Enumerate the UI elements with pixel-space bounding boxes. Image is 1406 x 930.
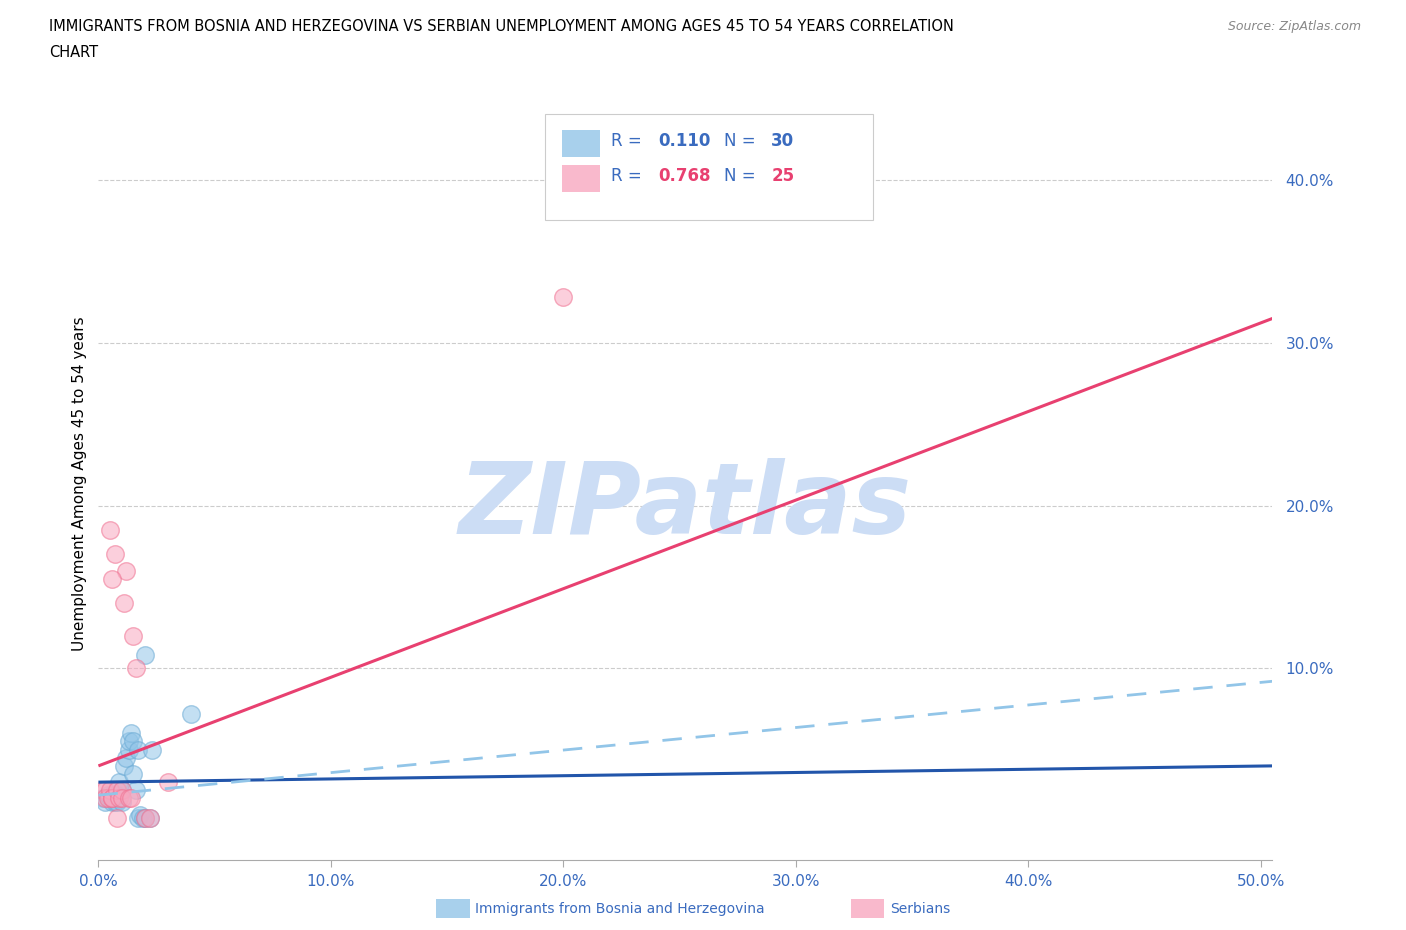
Point <box>97 788 120 803</box>
Point <box>105 811 128 826</box>
Point <box>120 726 142 741</box>
Point <box>115 564 138 578</box>
Point <box>105 794 128 809</box>
Point <box>94 794 117 809</box>
Point <box>138 811 160 826</box>
Text: R =: R = <box>612 167 647 185</box>
Point <box>131 811 153 826</box>
Point <box>157 775 180 790</box>
Point <box>134 811 156 826</box>
Point <box>115 751 138 765</box>
Point <box>124 661 146 676</box>
Point <box>117 734 139 749</box>
Point <box>180 707 202 722</box>
Point <box>141 742 163 757</box>
Point <box>117 742 139 757</box>
Point <box>127 742 149 757</box>
Text: N =: N = <box>724 167 761 185</box>
Point <box>120 791 142 806</box>
Text: 0.110: 0.110 <box>658 132 711 150</box>
Point <box>98 523 121 538</box>
Point <box>108 775 131 790</box>
Point <box>101 791 124 806</box>
Text: 25: 25 <box>770 167 794 185</box>
Point <box>124 783 146 798</box>
Point <box>111 783 134 798</box>
Point <box>112 596 135 611</box>
Point <box>108 791 131 806</box>
Text: CHART: CHART <box>49 45 98 60</box>
Point <box>122 734 145 749</box>
Text: IMMIGRANTS FROM BOSNIA AND HERZEGOVINA VS SERBIAN UNEMPLOYMENT AMONG AGES 45 TO : IMMIGRANTS FROM BOSNIA AND HERZEGOVINA V… <box>49 19 955 33</box>
Point <box>117 791 139 806</box>
Point <box>129 807 152 822</box>
Point <box>91 791 114 806</box>
Point <box>127 811 149 826</box>
Text: ZIPatlas: ZIPatlas <box>458 458 912 554</box>
Point <box>134 648 156 663</box>
Point <box>97 791 120 806</box>
FancyBboxPatch shape <box>562 130 600 157</box>
Point <box>111 783 134 798</box>
Point <box>101 791 124 806</box>
Point <box>101 788 124 803</box>
Point <box>553 290 575 305</box>
Text: 0.768: 0.768 <box>658 167 711 185</box>
Point <box>98 791 121 806</box>
Point <box>111 791 134 806</box>
Text: Serbians: Serbians <box>890 901 950 916</box>
Text: 30: 30 <box>770 132 794 150</box>
Point <box>104 547 127 562</box>
Point <box>122 629 145 644</box>
Point <box>101 571 124 586</box>
Point <box>104 791 127 806</box>
Point <box>105 783 128 798</box>
Point <box>105 788 128 803</box>
Y-axis label: Unemployment Among Ages 45 to 54 years: Unemployment Among Ages 45 to 54 years <box>72 316 87 651</box>
Text: Source: ZipAtlas.com: Source: ZipAtlas.com <box>1227 20 1361 33</box>
FancyBboxPatch shape <box>544 114 873 220</box>
Point <box>122 766 145 781</box>
Point <box>138 811 160 826</box>
Point <box>94 791 117 806</box>
Text: N =: N = <box>724 132 761 150</box>
Point <box>101 794 124 809</box>
Point <box>94 783 117 798</box>
Text: R =: R = <box>612 132 647 150</box>
Text: Immigrants from Bosnia and Herzegovina: Immigrants from Bosnia and Herzegovina <box>475 901 765 916</box>
Point <box>134 811 156 826</box>
Point <box>98 783 121 798</box>
Point <box>104 794 127 809</box>
Point <box>112 759 135 774</box>
FancyBboxPatch shape <box>562 165 600 193</box>
Point <box>111 794 134 809</box>
Point <box>91 783 114 798</box>
